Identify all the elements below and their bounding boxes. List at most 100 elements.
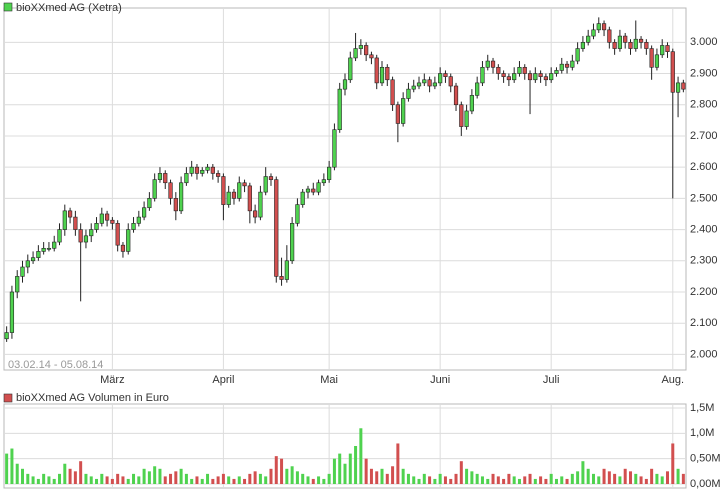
candle-body [279,276,284,280]
volume-bar [591,473,595,484]
y-tick-label: 0,00M [690,478,721,490]
candle-body [268,176,274,180]
candle-body [284,260,289,280]
candle-body [601,23,607,31]
candle-body [438,73,443,84]
candle-body [490,60,496,68]
candle-body [316,182,321,193]
candle-body [163,173,168,184]
candle-body [210,166,215,174]
volume-bar [58,473,62,484]
volume-bar [470,471,474,484]
candle-body [496,66,501,74]
volume-bar [179,468,183,484]
candle-body [654,54,660,68]
candle-body [30,257,36,262]
candle-body [300,191,305,205]
candle-body [390,79,395,106]
candle-body [364,45,369,56]
volume-bar [322,478,326,484]
candle-body [427,79,432,87]
candle-body [321,179,326,184]
candle-body [395,104,400,124]
candle-body [184,173,189,184]
candle-body [179,182,184,212]
candle-body [453,85,459,106]
volume-bar [602,468,606,484]
volume-bar [412,476,416,484]
candle-body [94,223,99,230]
candle-body [586,35,591,43]
candle-body [559,63,564,71]
x-tick-label: Mai [320,374,338,386]
volume-bar [576,471,580,484]
volume-bar [359,428,363,484]
candle-body [443,73,448,77]
volume-bar [248,473,252,484]
volume-bar [200,478,204,484]
volume-bar [285,468,289,484]
volume-bar [68,468,72,484]
candle-body [173,198,178,212]
volume-bar [354,446,358,484]
candle-body [628,42,633,49]
volume-bar [465,468,469,484]
candle-body [57,229,62,243]
volume-bar [512,476,516,484]
volume-bar [496,476,500,484]
candle-body [522,66,527,74]
candle-body [237,182,242,199]
legend-swatch [3,2,13,12]
volume-bar [433,478,437,484]
volume-bar [428,476,432,484]
volume-bar [539,476,543,484]
volume-bar [454,473,458,484]
volume-bar [26,473,30,484]
x-tick-label: Juni [430,374,450,386]
x-tick-label: März [100,374,124,386]
candle-body [549,73,554,81]
candle-body [401,98,406,124]
volume-bar [676,468,680,484]
volume-bar [607,471,611,484]
volume-bar [443,476,447,484]
volume-bar [158,468,162,484]
candle-body [660,45,665,56]
chart-title: bioXXmed AG (Xetra) [16,2,122,14]
volume-bar [369,468,373,484]
volume-bar [422,473,426,484]
y-tick-label: 2.500 [690,192,718,204]
candle-body [665,45,670,52]
candle-body [200,169,205,174]
x-tick-label: April [212,374,234,386]
volume-bar [301,473,305,484]
y-tick-label: 0,50M [690,453,721,465]
candle-body [596,23,601,31]
volume-bar [110,478,114,484]
volume-bar [507,473,511,484]
volume-bar [126,478,130,484]
candle-body [126,229,131,252]
volume-bar [36,478,40,484]
candle-body [157,173,163,180]
candle-body [638,38,644,43]
volume-bar [644,478,648,484]
candle-body [353,48,358,59]
candle-body [633,38,638,49]
volume-bar [396,443,400,484]
candle-body [104,213,110,221]
candle-body [290,223,295,262]
candle-body [464,110,469,127]
volume-bar [327,473,331,484]
volume-bar [63,463,67,484]
volume-bar [613,473,617,484]
volume-bar [317,476,321,484]
volume-bar [73,471,77,484]
candle-body [379,66,385,84]
candle-body [216,173,221,177]
candle-body [142,207,147,218]
volume-bar [671,443,675,484]
volume-bar [163,476,167,484]
candle-body [564,63,570,68]
